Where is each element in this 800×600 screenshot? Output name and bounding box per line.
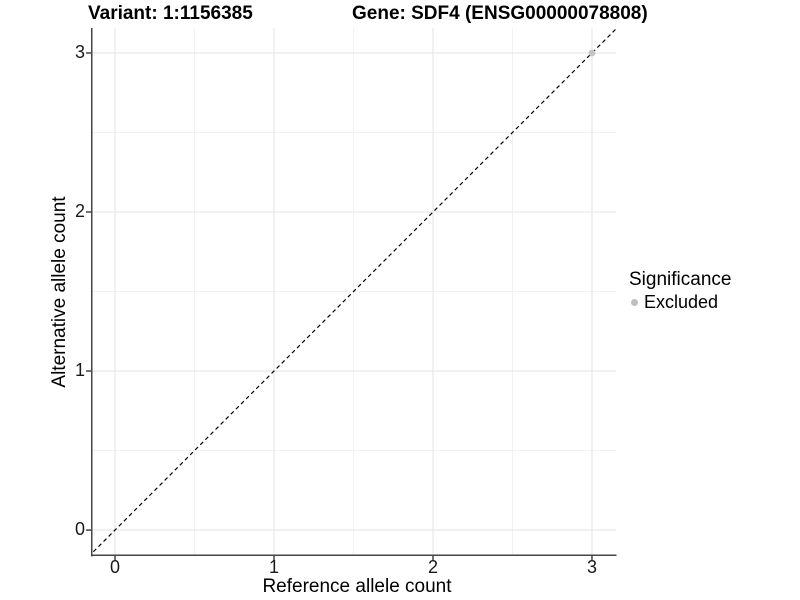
y-tick-label-1: 1 (74, 360, 85, 381)
y-tick-label-3: 3 (74, 41, 85, 62)
x-axis-title: Reference allele count (262, 576, 452, 597)
legend-item-label: Excluded (644, 292, 719, 312)
plot-panel (86, 28, 617, 561)
x-tick-label-2: 2 (427, 557, 438, 577)
legend-item-excluded: Excluded (629, 292, 731, 312)
legend: Significance Excluded (629, 269, 731, 312)
gene-title: Gene: SDF4 (ENSG00000078808) (352, 3, 648, 24)
legend-title: Significance (629, 269, 732, 290)
excluded-point-icon (631, 298, 638, 306)
y-axis-title: Alternative allele count (49, 196, 70, 388)
variant-title: Variant: 1:1156385 (88, 3, 253, 24)
y-tick-label-2: 2 (74, 201, 85, 221)
data-point-excluded (588, 49, 596, 57)
plot-canvas (86, 28, 617, 561)
y-tick-label-0: 0 (74, 519, 85, 540)
x-tick-label-1: 1 (268, 557, 280, 577)
x-tick-label-0: 0 (109, 557, 121, 577)
x-tick-label-3: 3 (586, 557, 597, 577)
identity-dashed-line (91, 28, 616, 555)
